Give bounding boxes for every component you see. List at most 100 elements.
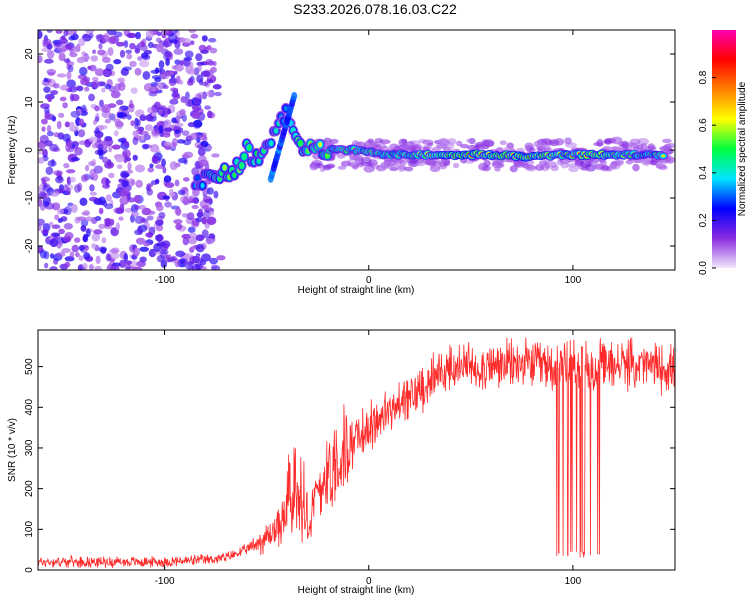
halo-blob [349, 162, 360, 168]
noise-blob [190, 33, 199, 39]
noise-blob [135, 31, 142, 40]
noise-blob [74, 184, 81, 193]
noise-blob [200, 49, 209, 54]
noise-blob [181, 130, 190, 136]
x-tick-label: -100 [155, 576, 175, 587]
noise-blob [126, 114, 132, 120]
noise-blob [169, 71, 175, 76]
noise-blob [64, 43, 72, 50]
halo-blob [568, 166, 579, 173]
noise-blob [110, 90, 121, 99]
noise-blob [184, 99, 194, 107]
noise-blob [98, 246, 108, 253]
noise-blob [201, 81, 209, 86]
noise-blob [198, 134, 207, 141]
noise-blob [209, 66, 217, 73]
noise-blob [99, 99, 104, 108]
noise-blob [139, 256, 147, 263]
noise-blob [74, 237, 81, 243]
noise-blob [101, 156, 109, 164]
noise-blob [61, 248, 71, 254]
noise-blob [190, 40, 195, 46]
noise-blob [64, 121, 71, 128]
noise-blob [158, 60, 165, 69]
noise-blob [50, 253, 55, 259]
noise-blob [117, 77, 126, 83]
noise-blob [91, 76, 99, 82]
noise-blob [182, 236, 189, 246]
noise-blob [156, 68, 163, 73]
noise-blob [161, 71, 171, 79]
noise-blob [170, 87, 179, 92]
noise-blob [145, 30, 154, 39]
noise-blob [66, 71, 72, 80]
ridge-blob [298, 140, 303, 147]
noise-blob [175, 223, 183, 230]
halo-blob [560, 163, 569, 169]
y-tick-label: 0 [24, 147, 35, 153]
noise-blob [93, 165, 103, 174]
noise-blob [63, 58, 71, 63]
noise-blob [114, 265, 120, 270]
halo-blob [402, 144, 412, 151]
noise-blob [96, 134, 102, 143]
halo-blob [340, 160, 351, 167]
halo-blob [459, 143, 469, 149]
halo-blob [406, 159, 419, 164]
halo-blob [403, 166, 414, 172]
ridge-blob [239, 162, 244, 169]
noise-blob [59, 36, 67, 45]
halo-blob [438, 138, 450, 147]
noise-blob [89, 64, 97, 72]
noise-blob [156, 204, 164, 212]
noise-blob [70, 204, 78, 213]
noise-blob [86, 228, 91, 238]
noise-blob [158, 124, 164, 134]
noise-blob [140, 52, 149, 59]
noise-blob [185, 91, 190, 100]
noise-blob [117, 112, 128, 118]
noise-blob [48, 221, 54, 227]
noise-blob [88, 161, 95, 167]
noise-blob [188, 30, 197, 34]
noise-blob [104, 218, 112, 227]
y-tick-label: -20 [24, 238, 35, 253]
noise-blob [59, 84, 70, 91]
noise-blob [56, 73, 67, 78]
halo-blob [657, 165, 668, 171]
noise-blob [78, 140, 86, 145]
ridge-blob [222, 164, 227, 171]
noise-blob [148, 226, 156, 236]
noise-blob [53, 83, 60, 89]
halo-blob [632, 163, 640, 172]
noise-blob [148, 91, 158, 97]
noise-blob [117, 138, 127, 143]
halo-blob [602, 145, 612, 150]
noise-blob [214, 91, 222, 97]
noise-blob [51, 202, 61, 211]
noise-blob [46, 30, 53, 33]
noise-blob [38, 30, 43, 40]
noise-blob [88, 93, 95, 102]
noise-blob [70, 157, 80, 162]
noise-blob [149, 163, 154, 169]
noise-blob [67, 64, 74, 73]
noise-blob [197, 63, 202, 72]
noise-blob [139, 59, 150, 68]
halo-blob [491, 161, 503, 169]
noise-blob [187, 121, 196, 128]
ridge-blob [274, 127, 279, 134]
halo-blob [416, 160, 426, 167]
halo-blob [381, 161, 394, 169]
noise-blob [164, 50, 172, 58]
halo-blob [525, 164, 536, 170]
noise-blob [89, 184, 95, 192]
noise-blob [201, 266, 207, 270]
noise-blob [113, 118, 121, 124]
noise-blob [119, 49, 126, 58]
colorbar-tick-label: 0.0 [698, 261, 709, 275]
halo-blob [666, 149, 674, 155]
x-tick-label: 0 [366, 275, 372, 286]
noise-blob [74, 216, 81, 224]
noise-blob [163, 175, 172, 183]
